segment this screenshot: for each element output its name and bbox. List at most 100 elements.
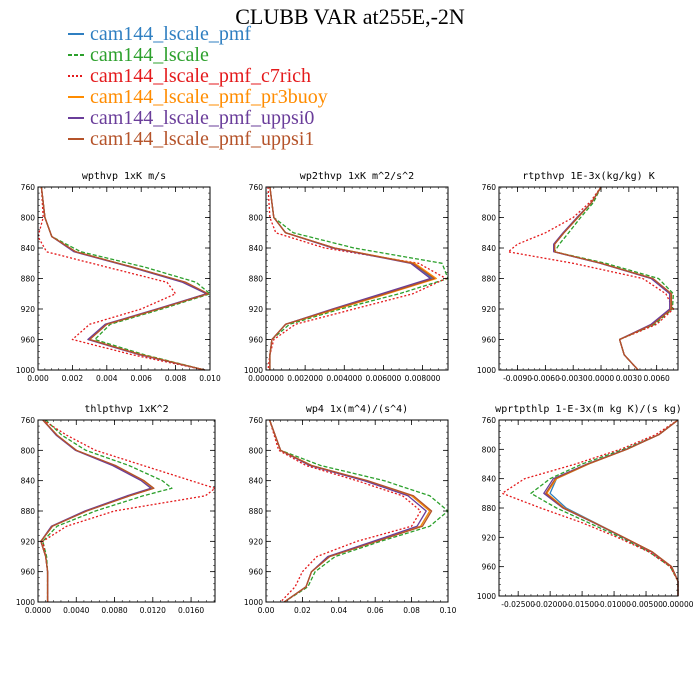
chart-panel: wp2thvp 1xK m^2/s^2 760 800 840 880 920 960 100… bbox=[244, 171, 449, 383]
figure-title: CLUBB VAR at255E,-2N bbox=[235, 4, 465, 29]
x-tick-label: 0.000 bbox=[27, 374, 49, 383]
y-tick-label: 960 bbox=[21, 336, 36, 345]
x-tick-label: 0.004 bbox=[96, 374, 118, 383]
series-line bbox=[507, 186, 675, 371]
chart-panel: wprtpthlp 1-E-3x(m kg K)/(s kg)760 800 840… bbox=[477, 404, 694, 609]
y-tick-label: 880 bbox=[249, 507, 264, 516]
y-tick-label: 880 bbox=[482, 275, 497, 284]
y-tick-label: 960 bbox=[482, 563, 497, 572]
y-tick-label: 840 bbox=[21, 477, 36, 486]
y-tick-label: 1000 bbox=[16, 598, 35, 607]
y-tick-label: 1000 bbox=[244, 598, 263, 607]
x-tick-label: 0.0000 bbox=[588, 374, 614, 383]
chart-panel: rtpthvp 1E-3x(kg/kg) K 760 800 840 880 920 960… bbox=[477, 171, 679, 383]
x-tick-label: 0.00 bbox=[258, 606, 275, 615]
series-line bbox=[268, 419, 433, 603]
y-tick-label: 840 bbox=[249, 477, 264, 486]
series-line bbox=[530, 419, 679, 596]
y-tick-label: 960 bbox=[249, 336, 264, 345]
panel-title: wp2thvp 1xK m^2/s^2 bbox=[300, 171, 414, 182]
x-tick-label: 0.10 bbox=[440, 606, 457, 615]
x-tick-label: 0.00000 bbox=[662, 600, 693, 609]
x-tick-label: 0.0060 bbox=[644, 374, 670, 383]
plot-frame bbox=[265, 186, 449, 371]
panel-title: thlpthvp 1xK^2 bbox=[84, 404, 168, 415]
series-line bbox=[268, 419, 427, 603]
series-line bbox=[40, 419, 155, 602]
y-tick-label: 920 bbox=[482, 533, 497, 542]
series-line bbox=[549, 419, 679, 596]
y-tick-label: 920 bbox=[482, 305, 497, 314]
legend-label: cam144_lscale_pmf bbox=[90, 23, 251, 45]
panel-grid: wpthvp 1xK m/s76080084088092096010000.00… bbox=[16, 171, 694, 615]
x-tick-label: -0.0030 bbox=[559, 374, 588, 383]
legend-item: cam144_lscale_pmf_uppsi0 bbox=[68, 107, 314, 129]
x-tick-label: -0.0090 bbox=[503, 374, 532, 383]
plot-frame bbox=[37, 186, 211, 371]
x-tick-label: 0.010 bbox=[199, 374, 221, 383]
y-tick-label: 800 bbox=[482, 214, 497, 223]
y-tick-label: 960 bbox=[249, 568, 264, 577]
panel-title: wp4 1x(m^4)/(s^4) bbox=[306, 404, 408, 415]
y-tick-label: 800 bbox=[21, 214, 36, 223]
chart-panel: wpthvp 1xK m/s76080084088092096010000.00… bbox=[16, 171, 221, 383]
x-tick-label: 0.0160 bbox=[178, 606, 204, 615]
x-tick-label: 0.02 bbox=[294, 606, 311, 615]
series-line bbox=[42, 419, 173, 602]
x-tick-label: 0.002000 bbox=[287, 374, 323, 383]
series-line bbox=[501, 419, 679, 596]
series-line bbox=[268, 419, 422, 603]
legend-item: cam144_lscale_pmf bbox=[68, 23, 251, 45]
x-tick-label: 0.04 bbox=[330, 606, 347, 615]
x-tick-label: 0.0120 bbox=[140, 606, 166, 615]
y-tick-label: 920 bbox=[21, 537, 36, 546]
legend-label: cam144_lscale bbox=[90, 44, 209, 66]
legend-item: cam144_lscale bbox=[68, 44, 209, 66]
y-tick-label: 760 bbox=[249, 416, 264, 425]
y-tick-label: 840 bbox=[21, 244, 36, 253]
y-tick-label: 880 bbox=[482, 504, 497, 513]
y-tick-label: 760 bbox=[249, 183, 264, 192]
legend-label: cam144_lscale_pmf_pr3buoy bbox=[90, 86, 328, 108]
y-tick-label: 800 bbox=[21, 446, 36, 455]
x-tick-label: -0.0060 bbox=[531, 374, 560, 383]
panel-title: wprtpthlp 1-E-3x(m kg K)/(s kg) bbox=[495, 404, 682, 415]
x-tick-label: 0.006000 bbox=[366, 374, 402, 383]
y-tick-label: 800 bbox=[482, 445, 497, 454]
x-tick-label: 0.004000 bbox=[326, 374, 362, 383]
x-tick-label: 0.008 bbox=[165, 374, 187, 383]
series-line bbox=[267, 186, 447, 371]
series-line bbox=[37, 186, 205, 371]
chart-panel: wp4 1x(m^4)/(s^4)76080084088092096010000… bbox=[244, 404, 457, 615]
legend-label: cam144_lscale_pmf_c7rich bbox=[90, 65, 311, 87]
series-line bbox=[269, 186, 432, 370]
y-tick-label: 1000 bbox=[16, 366, 35, 375]
x-tick-label: -0.02500 bbox=[501, 600, 535, 609]
series-line bbox=[40, 186, 211, 371]
y-tick-label: 800 bbox=[249, 446, 264, 455]
panel-title: rtpthvp 1E-3x(kg/kg) K bbox=[522, 171, 654, 182]
y-tick-label: 840 bbox=[482, 475, 497, 484]
panel-title: wpthvp 1xK m/s bbox=[82, 171, 166, 182]
y-tick-label: 920 bbox=[249, 537, 264, 546]
legend-label: cam144_lscale_pmf_uppsi1 bbox=[90, 128, 314, 150]
y-tick-label: 880 bbox=[249, 275, 264, 284]
y-tick-label: 880 bbox=[21, 275, 36, 284]
series-line bbox=[269, 186, 437, 370]
plot-frame bbox=[37, 419, 216, 603]
y-tick-label: 760 bbox=[21, 416, 36, 425]
y-tick-label: 760 bbox=[482, 416, 497, 425]
series-line bbox=[268, 419, 431, 603]
plot-frame bbox=[265, 419, 449, 603]
series-line bbox=[40, 186, 209, 371]
y-tick-label: 920 bbox=[21, 305, 36, 314]
legend-item: cam144_lscale_pmf_uppsi1 bbox=[68, 128, 314, 150]
y-tick-label: 800 bbox=[249, 214, 264, 223]
y-tick-label: 960 bbox=[21, 568, 36, 577]
x-tick-label: -0.02000 bbox=[533, 600, 567, 609]
x-tick-label: 0.006 bbox=[130, 374, 152, 383]
series-line bbox=[269, 186, 435, 370]
series-line bbox=[553, 186, 675, 371]
series-line bbox=[545, 419, 679, 596]
